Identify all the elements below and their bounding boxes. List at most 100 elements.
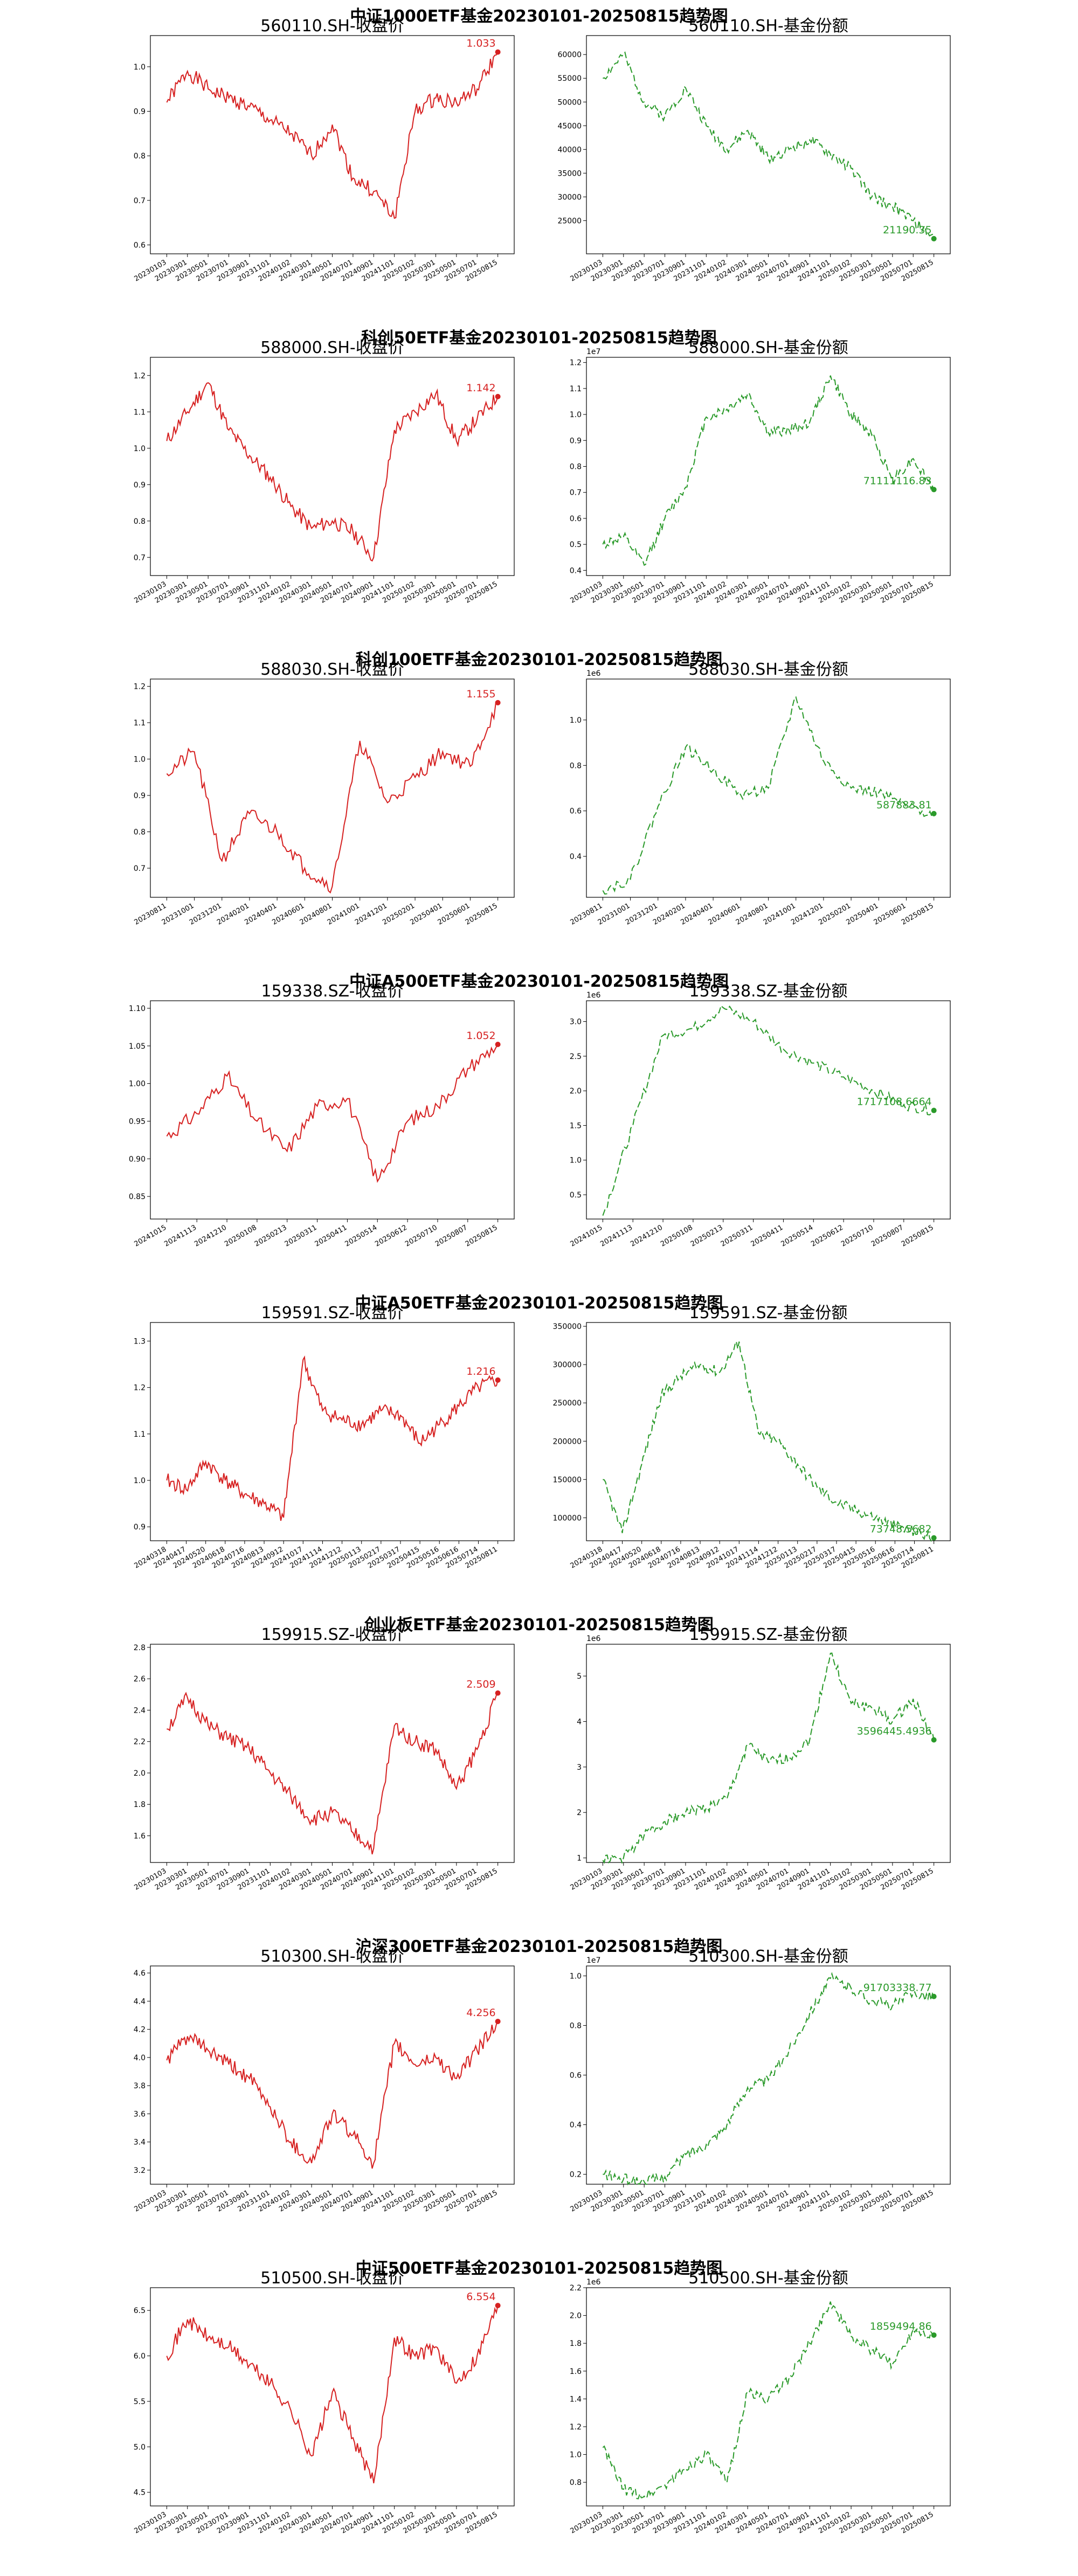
y-tick-label: 1.0	[134, 1477, 146, 1485]
figure-suptitle: 中证A50ETF基金20230101-20250815趋势图	[355, 1294, 723, 1313]
y-tick-label: 0.7	[570, 489, 582, 497]
y-tick-label: 1.05	[129, 1042, 146, 1051]
y-tick-label: 3.2	[134, 2166, 146, 2175]
y-tick-label: 0.5	[570, 1191, 582, 1200]
chart-title: 159591.SZ-收盘价	[261, 1304, 404, 1322]
plot-frame	[150, 1322, 515, 1541]
last-point-marker	[495, 49, 501, 55]
last-value-label: 3596445.4936	[857, 1726, 932, 1737]
y-tick-label: 1.1	[570, 385, 582, 393]
y-tick-label: 100000	[553, 1514, 582, 1522]
last-point-marker	[931, 1993, 937, 1999]
figure-suptitle: 中证A500ETF基金20230101-20250815趋势图	[349, 972, 729, 991]
y-tick-label: 0.85	[129, 1193, 146, 1201]
last-point-marker	[495, 1377, 501, 1383]
figure-row-4: 中证A50ETF基金20230101-20250815趋势图159591.SZ-…	[133, 1294, 951, 1570]
plot-frame	[150, 1000, 515, 1220]
series-line	[602, 2301, 935, 2499]
x-tick-label: 20250514	[779, 1223, 814, 1248]
chart-panel: 588030.SH-基金份额0.40.60.81.01e620230811202…	[569, 660, 951, 927]
y-tick-label: 0.9	[134, 1523, 146, 1532]
y-tick-label: 0.2	[570, 2171, 582, 2179]
y-tick-label: 300000	[553, 1361, 582, 1369]
y-tick-label: 2.0	[570, 2312, 582, 2321]
chart-panel: 510300.SH-收盘价3.23.43.63.84.04.24.44.6202…	[133, 1947, 515, 2214]
plot-frame	[586, 1000, 951, 1220]
y-tick-label: 1.0	[134, 445, 146, 453]
y-tick-label: 2.2	[570, 2284, 582, 2293]
y-tick-label: 55000	[557, 74, 582, 83]
y-tick-label: 1.0	[570, 716, 582, 725]
x-tick-label: 20250311	[720, 1223, 755, 1248]
y-tick-label: 6.0	[134, 2352, 146, 2361]
series-line	[603, 1340, 934, 1542]
y-tick-label: 1.1	[134, 408, 146, 417]
y-tick-label: 250000	[553, 1399, 582, 1408]
last-value-label: 1717108.6664	[857, 1096, 932, 1108]
series-line	[167, 1692, 499, 1854]
chart-panel: 510300.SH-基金份额0.20.40.60.81.01e720230103…	[569, 1947, 951, 2214]
y-tick-label: 1.2	[570, 2423, 582, 2432]
x-tick-label: 20250807	[870, 1223, 905, 1248]
y-tick-label: 150000	[553, 1476, 582, 1484]
y-tick-label: 25000	[557, 217, 582, 225]
y-tick-label: 0.8	[570, 2021, 582, 2030]
chart-title: 588030.SH-基金份额	[688, 660, 848, 679]
y-tick-label: 35000	[557, 169, 582, 178]
chart-title: 159915.SZ-收盘价	[261, 1625, 404, 1644]
chart-title: 510300.SH-基金份额	[688, 1947, 848, 1966]
axis-exponent: 1e6	[586, 669, 601, 678]
y-tick-label: 0.4	[570, 853, 582, 861]
last-point-marker	[495, 393, 501, 399]
x-tick-label: 20241210	[193, 1223, 228, 1248]
y-tick-label: 1.8	[570, 2339, 582, 2348]
y-tick-label: 3.8	[134, 2082, 146, 2090]
chart-panel: 560110.SH-基金份额 25000 30000 35000 40000 45000 5…	[557, 17, 951, 283]
y-tick-label: 2.4	[134, 1706, 146, 1715]
y-tick-label: 0.8	[134, 517, 146, 526]
chart-title: 560110.SH-基金份额	[688, 17, 848, 36]
last-point-marker	[931, 1107, 937, 1113]
last-value-label: 4.256	[466, 2007, 495, 2019]
last-value-label: 1.142	[466, 382, 495, 394]
last-value-label: 6.554	[466, 2291, 495, 2303]
last-point-marker	[495, 700, 501, 705]
series-line	[166, 2021, 499, 2169]
x-tick-label: 20250710	[404, 1223, 439, 1248]
series-line	[166, 52, 499, 219]
chart-panel: 159591.SZ-基金份额 100000 150000 200000 250000 30…	[553, 1304, 951, 1570]
y-tick-label: 1.0	[570, 1157, 582, 1165]
chart-panel: 510500.SH-基金份额 0.8 1.0 1.2 1.4 1.6 1.8 2.0 2.2 1e…	[569, 2269, 951, 2536]
plot-frame	[150, 1644, 515, 1863]
y-tick-label: 4	[577, 1718, 582, 1726]
figure-row-1: 科创50ETF基金20230101-20250815趋势图588000.SH-收…	[133, 329, 951, 605]
series-line	[602, 1005, 935, 1216]
y-tick-label: 0.6	[134, 241, 146, 250]
x-tick-label: 20250612	[374, 1223, 409, 1248]
chart-title: 159338.SZ-基金份额	[689, 982, 848, 1001]
last-value-label: 1.216	[466, 1366, 495, 1377]
series-line	[166, 701, 498, 894]
figure-row-6: 沪深300ETF基金20230101-20250815趋势图510300.SH-…	[133, 1937, 951, 2214]
chart-panel: 588030.SH-收盘价0.70.80.91.01.11.2202308112…	[133, 660, 515, 927]
y-tick-label: 1.0	[570, 411, 582, 419]
chart-title: 159591.SZ-基金份额	[689, 1304, 848, 1322]
y-tick-label: 1.6	[134, 1832, 146, 1840]
chart-title: 588000.SH-收盘价	[260, 338, 404, 357]
y-tick-label: 2.0	[134, 1769, 146, 1778]
y-tick-label: 0.8	[134, 828, 146, 837]
last-point-marker	[931, 2332, 937, 2338]
y-tick-label: 5.0	[134, 2443, 146, 2452]
y-tick-label: 5.5	[134, 2398, 146, 2406]
chart-panel: 560110.SH-收盘价0.60.70.80.91.0202301032023…	[133, 17, 515, 283]
y-tick-label: 3.4	[134, 2138, 146, 2147]
plot-frame	[586, 1644, 951, 1863]
y-tick-label: 0.8	[134, 152, 146, 161]
y-tick-label: 0.7	[134, 553, 146, 562]
plot-frame	[586, 357, 951, 576]
y-tick-label: 0.7	[134, 864, 146, 873]
y-tick-label: 2.5	[570, 1052, 582, 1061]
plot-frame	[150, 1965, 515, 2185]
last-point-marker	[931, 487, 937, 493]
y-tick-label: 1.8	[134, 1801, 146, 1809]
